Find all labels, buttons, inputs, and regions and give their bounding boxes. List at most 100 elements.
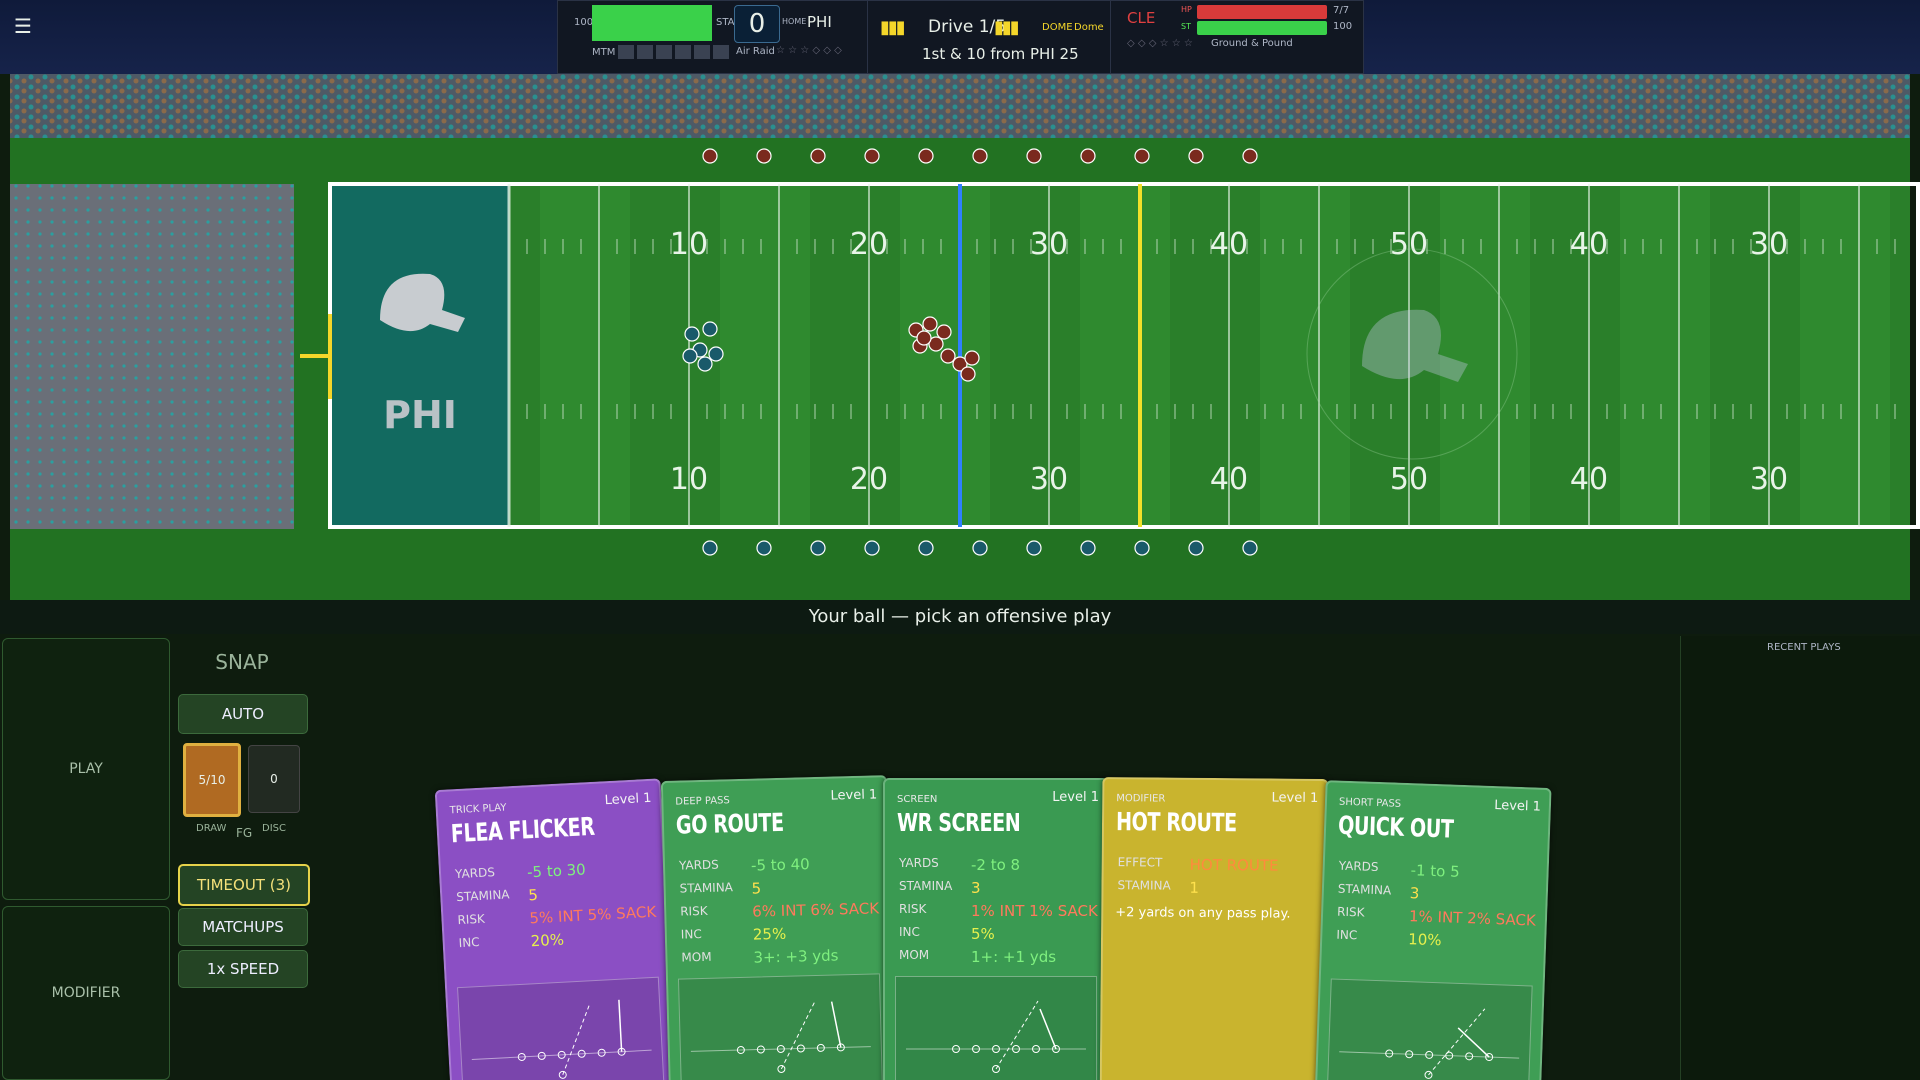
drive-pips-right: ▮▮▮	[994, 17, 1020, 38]
diagram-player	[816, 1043, 825, 1052]
diagram-player	[517, 1052, 526, 1061]
card-stat: RISK 1% INT 1% SACK	[899, 902, 1098, 920]
away-team: CLE	[1127, 9, 1156, 27]
card-kind: MODIFIER	[1116, 793, 1166, 805]
drive-hud: ▮▮▮ Drive 1/5 ▮▮▮ DOME Dome 1st & 10 fro…	[867, 0, 1112, 74]
diagram-player	[1405, 1050, 1414, 1059]
card-kind: SCREEN	[897, 794, 938, 805]
diagram-pass	[1428, 1008, 1486, 1076]
diagram-player	[1425, 1050, 1434, 1059]
stat-value: 6% INT 6% SACK	[752, 899, 880, 921]
player	[1242, 148, 1258, 164]
card-name: FLEA FLICKER	[450, 811, 596, 849]
stat-value: 25%	[752, 924, 787, 944]
yard-number: 40	[1570, 227, 1608, 262]
hand: TRICK PLAY Level 1 FLEA FLICKER YARDS -5 to …	[0, 636, 1680, 1080]
player	[928, 336, 944, 352]
stat-value: 10%	[1407, 930, 1442, 950]
diagram-player	[796, 1044, 805, 1053]
stat-label: STAMINA	[679, 880, 734, 896]
diagram-route	[830, 1001, 842, 1048]
stat-value: 5%	[971, 925, 995, 943]
card-name: WR SCREEN	[897, 808, 1021, 837]
timeout-button[interactable]: TIMEOUT (3)	[178, 864, 310, 906]
yard-number: 50	[1390, 462, 1428, 497]
speed-button[interactable]: 1x SPEED	[178, 950, 308, 988]
card-level: Level 1	[1493, 798, 1542, 815]
player	[864, 148, 880, 164]
menu-button[interactable]: ☰	[14, 14, 32, 38]
play-diagram	[895, 976, 1097, 1080]
home-hp-bar	[592, 5, 712, 41]
away-st: 100	[1333, 21, 1353, 32]
fg-label: FG	[236, 826, 253, 840]
stat-value: 1+: +1 yds	[971, 948, 1057, 966]
modifier-slot[interactable]: MODIFIER	[2, 906, 170, 1080]
players	[682, 148, 1258, 556]
auto-button[interactable]: AUTO	[178, 694, 308, 734]
card-level: Level 1	[604, 790, 652, 809]
play-card[interactable]: MODIFIER Level 1 HOT ROUTE EFFECT HOT ROUTE S…	[1099, 777, 1329, 1080]
player	[916, 330, 932, 346]
card-stat: RISK 5% INT 5% SACK	[457, 903, 656, 931]
yard-number: 30	[1030, 227, 1068, 262]
card-level: Level 1	[1052, 790, 1099, 805]
diagram-player	[1385, 1049, 1394, 1058]
stat-label: YARDS	[899, 856, 939, 870]
stat-label: RISK	[457, 911, 486, 928]
player	[918, 148, 934, 164]
play-card[interactable]: SCREEN Level 1 WR SCREEN YARDS -2 to 8 STAMIN…	[883, 778, 1109, 1080]
play-card[interactable]: TRICK PLAY Level 1 FLEA FLICKER YARDS -5 to …	[434, 778, 678, 1080]
play-card[interactable]: SHORT PASS Level 1 QUICK OUT YARDS -1 to 5 ST…	[1314, 780, 1552, 1080]
away-st-bar	[1197, 21, 1327, 35]
goal-post	[300, 314, 332, 399]
player	[960, 366, 976, 382]
card-kind: TRICK PLAY	[449, 802, 507, 817]
momentum-pips	[618, 45, 730, 59]
diagram-player	[1465, 1052, 1474, 1061]
diagram-los	[1339, 1051, 1520, 1059]
play-diagram	[677, 973, 884, 1080]
stat-label: STAMINA	[455, 887, 510, 905]
card-stat: YARDS -2 to 8	[899, 856, 1020, 874]
stat-label: INC	[458, 935, 480, 951]
diagram-route	[1457, 1027, 1490, 1058]
diagram-player	[557, 1050, 566, 1059]
diagram-pass	[562, 1005, 590, 1076]
down-distance: 1st & 10 from PHI 25	[922, 45, 1079, 63]
yard-number: 10	[670, 227, 708, 262]
play-card[interactable]: DEEP PASS Level 1 GO ROUTE YARDS -5 to 40 STA…	[660, 775, 896, 1080]
stat-value: 1% INT 2% SACK	[1408, 907, 1537, 930]
player	[684, 326, 700, 342]
matchups-button[interactable]: MATCHUPS	[178, 908, 308, 946]
player	[810, 148, 826, 164]
card-stat: YARDS -5 to 40	[679, 855, 810, 876]
player	[1134, 148, 1150, 164]
draw-pile[interactable]: 5/10	[183, 743, 241, 817]
card-stat: INC 20%	[458, 931, 564, 954]
home-team: PHI	[807, 13, 832, 31]
card-kind: DEEP PASS	[675, 795, 730, 808]
play-slot[interactable]: PLAY	[2, 638, 170, 900]
crowd	[10, 74, 1910, 138]
recent-plays-title: RECENT PLAYS	[1767, 642, 1841, 653]
hp-label: HP	[1181, 5, 1192, 14]
stat-value: -5 to 30	[526, 860, 587, 882]
stat-label: STAMINA	[1117, 878, 1171, 893]
diagram-player	[952, 1045, 960, 1053]
diagram-player	[577, 1049, 586, 1058]
home-label: HOME	[782, 17, 807, 26]
score: 0	[734, 5, 780, 43]
home-sta: STA	[716, 17, 735, 28]
diagram-route	[618, 999, 623, 1052]
stat-label: INC	[899, 925, 920, 939]
card-stat: RISK 6% INT 6% SACK	[680, 899, 879, 922]
player	[1188, 540, 1204, 556]
card-stat: STAMINA 1	[1117, 878, 1199, 897]
discard-pile[interactable]: 0	[248, 745, 300, 813]
stat-label: MOM	[681, 949, 712, 965]
stat-label: MOM	[899, 948, 930, 962]
mtm: MTM	[592, 47, 616, 58]
diagram-player	[736, 1046, 745, 1055]
card-stat: YARDS -1 to 5	[1338, 859, 1461, 881]
